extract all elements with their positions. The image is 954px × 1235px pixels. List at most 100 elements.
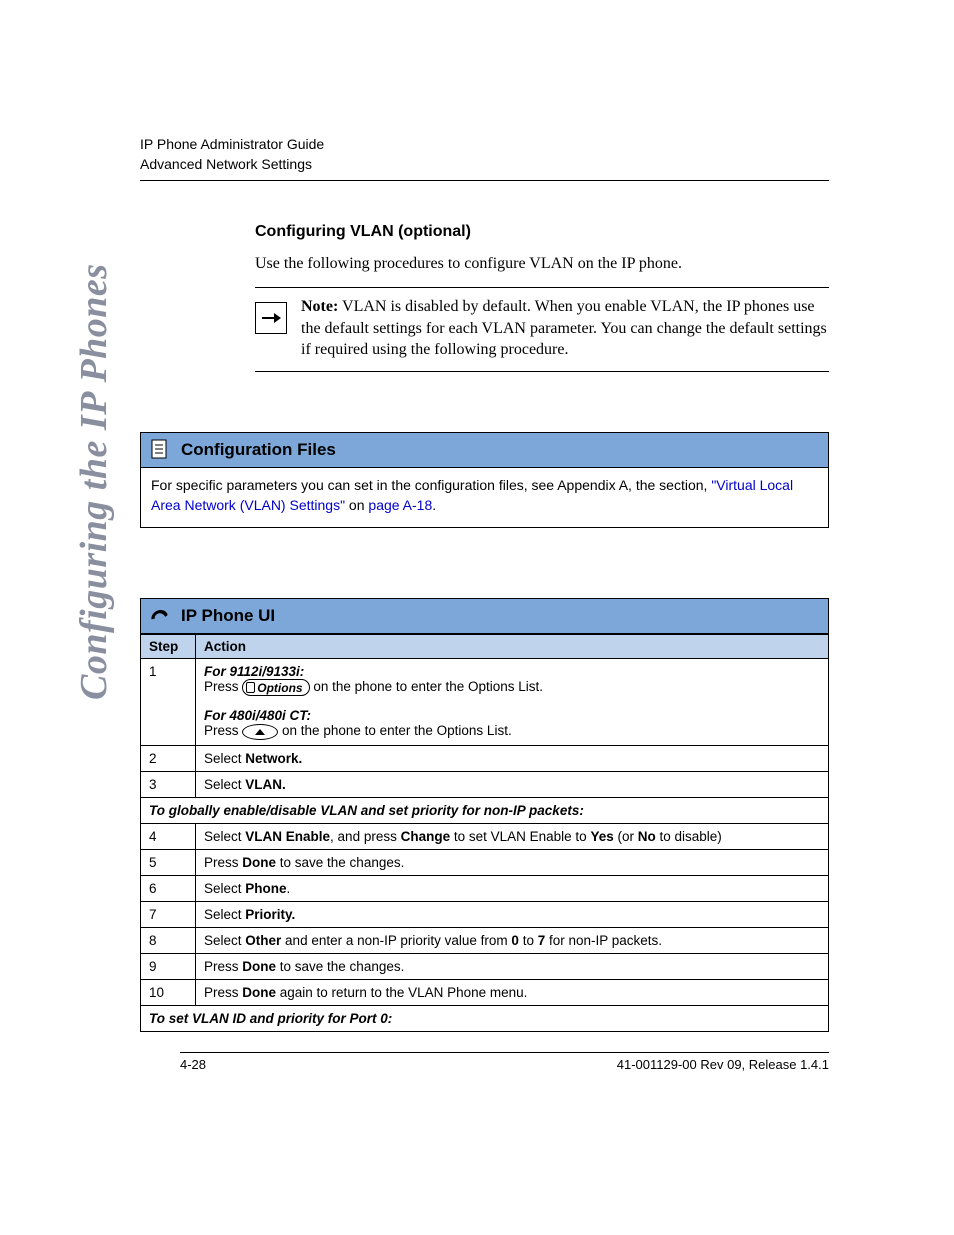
t: Press	[204, 985, 242, 1000]
doc-revision: 41-001129-00 Rev 09, Release 1.4.1	[617, 1057, 829, 1072]
b: Yes	[590, 829, 613, 844]
section-heading: Configuring VLAN (optional)	[255, 223, 829, 241]
header-line2: Advanced Network Settings	[140, 155, 829, 175]
step-num: 8	[141, 927, 196, 953]
cf-link-page[interactable]: page A-18	[368, 497, 432, 513]
header-line1: IP Phone Administrator Guide	[140, 135, 829, 155]
step-action: Select Phone.	[196, 875, 829, 901]
note-arrow-icon	[255, 302, 287, 334]
step-num: 6	[141, 875, 196, 901]
step-action: For 9112i/9133i: Press Options on the ph…	[196, 659, 829, 745]
table-row: 6 Select Phone.	[141, 875, 828, 901]
t: to set VLAN Enable to	[450, 829, 590, 844]
step-num: 4	[141, 823, 196, 849]
step-action: Select Priority.	[196, 901, 829, 927]
note-text: Note: VLAN is disabled by default. When …	[301, 296, 829, 361]
t: to disable)	[656, 829, 722, 844]
t: to	[519, 933, 538, 948]
ip-phone-ui-box: IP Phone UI Step Action 1 For 9112i/9133…	[140, 598, 829, 1031]
page-footer: 4-28 41-001129-00 Rev 09, Release 1.4.1	[180, 1052, 829, 1072]
running-header: IP Phone Administrator Guide Advanced Ne…	[140, 135, 829, 174]
t: Select	[204, 881, 245, 896]
step-action: Press Done to save the changes.	[196, 849, 829, 875]
cf-mid: on	[345, 497, 368, 513]
t: and enter a non-IP priority value from	[281, 933, 511, 948]
t: Select	[204, 777, 245, 792]
col-action: Action	[196, 635, 829, 659]
t: Press	[204, 855, 242, 870]
step-num: 10	[141, 979, 196, 1005]
s1b-pre: Press	[204, 723, 242, 738]
b: 0	[511, 933, 519, 948]
oval-up-button-icon	[242, 724, 278, 740]
cf-post: .	[432, 497, 436, 513]
t: Select	[204, 829, 245, 844]
header-rule	[140, 180, 829, 181]
span-text: To globally enable/disable VLAN and set …	[141, 797, 828, 823]
table-row: 3 Select VLAN.	[141, 771, 828, 797]
t: Select	[204, 907, 245, 922]
options-button-icon: Options	[242, 679, 309, 696]
note-box: Note: VLAN is disabled by default. When …	[255, 287, 829, 372]
b: No	[638, 829, 656, 844]
t: to save the changes.	[276, 959, 404, 974]
table-row: 8 Select Other and enter a non-IP priori…	[141, 927, 828, 953]
step-action: Select VLAN.	[196, 771, 829, 797]
chapter-side-label: Configuring the IP Phones	[72, 263, 116, 700]
step-action: Press Done to save the changes.	[196, 953, 829, 979]
step-num: 3	[141, 771, 196, 797]
b: Phone	[245, 881, 286, 896]
step-action: Select VLAN Enable, and press Change to …	[196, 823, 829, 849]
document-icon	[149, 439, 171, 461]
table-span-row: To globally enable/disable VLAN and set …	[141, 797, 828, 823]
s1a-post: on the phone to enter the Options List.	[313, 679, 543, 694]
page-number: 4-28	[180, 1057, 206, 1072]
b: VLAN.	[245, 777, 286, 792]
steps-table: Step Action 1 For 9112i/9133i: Press Opt…	[141, 634, 828, 1030]
t: Select	[204, 933, 245, 948]
table-row: 1 For 9112i/9133i: Press Options on the …	[141, 659, 828, 745]
t: .	[287, 881, 291, 896]
cf-pre: For specific parameters you can set in t…	[151, 477, 711, 493]
table-row: 9 Press Done to save the changes.	[141, 953, 828, 979]
t: Press	[204, 959, 242, 974]
t: for non-IP packets.	[545, 933, 662, 948]
span-text: To set VLAN ID and priority for Port 0:	[141, 1005, 828, 1031]
step-num: 1	[141, 659, 196, 745]
table-row: 4 Select VLAN Enable, and press Change t…	[141, 823, 828, 849]
t: again to return to the VLAN Phone menu.	[276, 985, 527, 1000]
t: (or	[614, 829, 638, 844]
config-files-box: Configuration Files For specific paramet…	[140, 432, 829, 528]
b: Done	[242, 959, 276, 974]
step-num: 9	[141, 953, 196, 979]
b: Change	[401, 829, 451, 844]
model-9112i: For 9112i/9133i:	[204, 664, 820, 679]
t: , and press	[330, 829, 401, 844]
table-row: 5 Press Done to save the changes.	[141, 849, 828, 875]
step-num: 2	[141, 745, 196, 771]
b: Other	[245, 933, 281, 948]
step-action: Select Network.	[196, 745, 829, 771]
ip-phone-ui-title: IP Phone UI	[181, 606, 275, 626]
note-body: VLAN is disabled by default. When you en…	[301, 298, 827, 358]
b: Done	[242, 855, 276, 870]
table-row: 7 Select Priority.	[141, 901, 828, 927]
b: VLAN Enable	[245, 829, 330, 844]
col-step: Step	[141, 635, 196, 659]
table-header-row: Step Action	[141, 635, 828, 659]
b: Done	[242, 985, 276, 1000]
b: Priority.	[245, 907, 295, 922]
config-files-title-bar: Configuration Files	[141, 433, 828, 468]
options-label: Options	[257, 682, 302, 694]
config-files-title: Configuration Files	[181, 440, 336, 460]
step-action: Select Other and enter a non-IP priority…	[196, 927, 829, 953]
ip-phone-ui-title-bar: IP Phone UI	[141, 599, 828, 634]
section-intro: Use the following procedures to configur…	[255, 255, 829, 273]
config-files-body: For specific parameters you can set in t…	[141, 468, 828, 527]
step-num: 7	[141, 901, 196, 927]
phone-icon	[149, 605, 171, 627]
model-480i: For 480i/480i CT:	[204, 708, 820, 723]
table-row: 10 Press Done again to return to the VLA…	[141, 979, 828, 1005]
step-action: Press Done again to return to the VLAN P…	[196, 979, 829, 1005]
table-span-row: To set VLAN ID and priority for Port 0:	[141, 1005, 828, 1031]
